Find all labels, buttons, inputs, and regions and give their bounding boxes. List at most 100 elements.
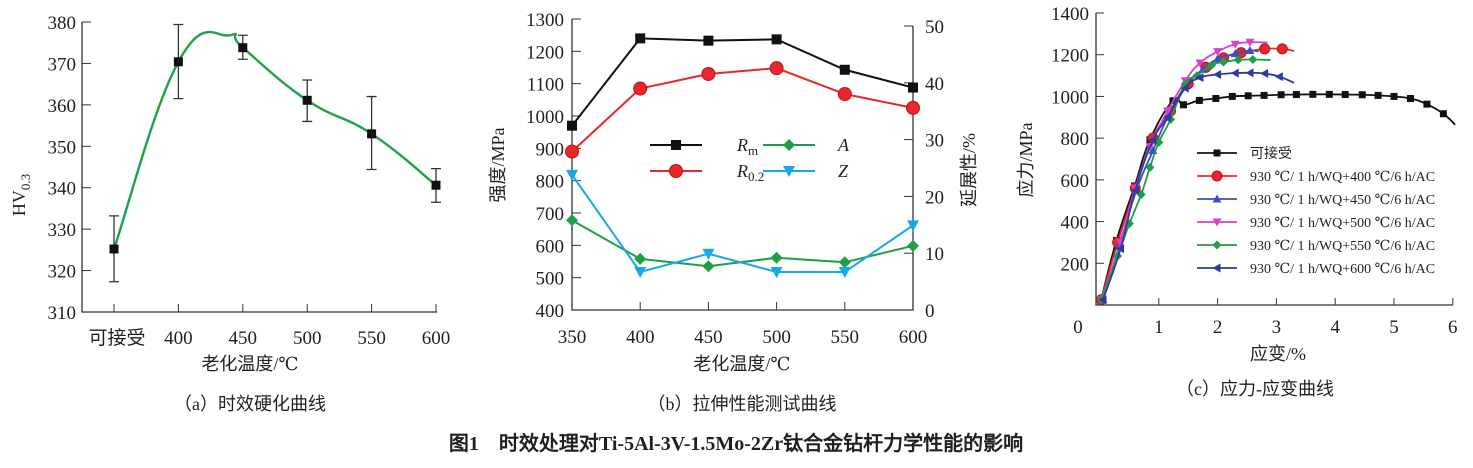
series-curve <box>1096 38 1268 305</box>
marker-square <box>1309 90 1317 98</box>
y-left-tick-label: 500 <box>536 269 565 290</box>
marker-triangle-down <box>1245 38 1255 47</box>
marker-diamond <box>838 256 851 269</box>
legend-item: Rm <box>650 135 758 158</box>
marker-circle <box>565 144 579 159</box>
caption-b: （b）拉伸性能测试曲线 <box>648 394 837 414</box>
y-left-tick-label: 1300 <box>526 10 564 31</box>
axes <box>571 19 914 311</box>
marker-triangle-down <box>770 266 783 278</box>
legend-item: Z <box>763 161 849 181</box>
x-axis-label: 老化温度/℃ <box>693 354 790 374</box>
marker-circle <box>669 164 683 178</box>
marker-square <box>431 180 441 190</box>
x-tick-label: 0 <box>1073 317 1083 338</box>
axes <box>81 22 437 313</box>
chart-a-hardness: 310 320 330 340 350 360 370 380 可接受 400 450 500 550 6… <box>9 13 450 374</box>
marker-triangle-down <box>566 169 578 181</box>
y-right-axis-label: 延展性/% <box>959 133 979 207</box>
marker-diamond <box>1233 55 1243 65</box>
figure-title: 图1 时效处理对Ti-5Al-3V-1.5Mo-2Zr钛合金钻杆力学性能的影响 <box>449 431 1023 455</box>
marker-diamond <box>770 251 783 264</box>
legend-item: R0.2 <box>650 161 764 184</box>
marker-triangle-left <box>1230 68 1239 78</box>
series-curve <box>1098 68 1295 305</box>
marker-diamond <box>783 139 795 151</box>
marker-diamond <box>702 260 715 273</box>
series-Rm <box>567 33 918 131</box>
marker-triangle-left <box>1098 295 1107 305</box>
x-tick-label: 600 <box>899 327 928 348</box>
y-tick-label: 320 <box>48 262 77 283</box>
marker-circle <box>701 66 716 81</box>
legend-label: 930 ℃/ 1 h/WQ+450 ℃/6 h/AC <box>1250 193 1435 208</box>
x-tick-label: 3 <box>1272 317 1282 338</box>
legend-item: 可接受 <box>1197 145 1292 162</box>
y-left-tick-label: 800 <box>536 172 565 193</box>
y-right-tick-label: 40 <box>925 74 944 95</box>
legend-label: 930 ℃/ 1 h/WQ+400 ℃/6 h/AC <box>1250 170 1435 185</box>
legend-item: 930 ℃/ 1 h/WQ+600 ℃/6 h/AC <box>1197 262 1435 277</box>
x-tick-label: 500 <box>293 328 322 349</box>
x-tick-label: 1 <box>1154 317 1164 338</box>
legend-label: 可接受 <box>1250 145 1292 162</box>
marker-diamond <box>1212 240 1222 250</box>
marker-triangle-up <box>1198 64 1208 73</box>
marker-square <box>173 57 183 67</box>
y-axis-label: HV0.3 <box>9 174 33 216</box>
x-tick-label: 600 <box>422 328 451 349</box>
marker-triangle-down <box>838 266 851 278</box>
y-left-tick-label: 1000 <box>526 107 564 128</box>
marker-circle <box>1211 170 1223 182</box>
marker-square <box>1195 96 1203 104</box>
marker-diamond <box>1218 57 1228 67</box>
marker-square <box>635 33 646 44</box>
marker-triangle-left <box>1260 68 1269 78</box>
series-line <box>571 174 914 274</box>
x-tick-label: 4 <box>1330 317 1340 338</box>
marker-triangle-left <box>1180 83 1189 93</box>
marker-square <box>1213 149 1221 157</box>
marker-circle <box>1276 43 1288 55</box>
x-axis-label: 老化温度/℃ <box>201 354 298 374</box>
y-right-tick-label: 10 <box>925 244 944 265</box>
marker-square <box>1423 100 1431 108</box>
marker-triangle-up <box>1212 194 1222 203</box>
caption-c: （c）应力-应变曲线 <box>1176 379 1334 399</box>
marker-square <box>671 140 681 150</box>
y-tick-label: 200 <box>1061 254 1090 275</box>
marker-square <box>302 95 312 105</box>
marker-triangle-down <box>1163 107 1173 116</box>
y-tick-label: 370 <box>48 54 77 75</box>
marker-square <box>703 35 714 46</box>
marker-triangle-left <box>1274 72 1283 82</box>
x-tick-label: 550 <box>831 327 860 348</box>
marker-circle <box>1259 43 1271 55</box>
axes <box>1095 13 1453 306</box>
x-tick-label: 500 <box>762 327 791 348</box>
marker-diamond <box>1136 189 1146 199</box>
marker-square <box>367 129 377 139</box>
marker-triangle-left <box>1163 112 1172 122</box>
marker-square <box>1277 91 1285 99</box>
marker-triangle-up <box>1245 46 1255 55</box>
x-tick-label: 400 <box>164 328 193 349</box>
marker-square <box>1325 90 1333 98</box>
legend-item: 930 ℃/ 1 h/WQ+450 ℃/6 h/AC <box>1197 193 1435 208</box>
legend-item: 930 ℃/ 1 h/WQ+550 ℃/6 h/AC <box>1197 239 1435 254</box>
y-tick-label: 800 <box>1061 129 1090 150</box>
legend-label: Z <box>838 161 849 181</box>
marker-circle <box>769 61 784 76</box>
marker-triangle-left <box>1116 244 1125 254</box>
marker-triangle-left <box>1245 68 1254 78</box>
marker-square <box>238 43 248 53</box>
series-R0.2 <box>565 61 920 159</box>
marker-circle <box>633 81 648 96</box>
marker-triangle-down <box>907 220 919 232</box>
marker-diamond <box>1154 137 1164 147</box>
caption-a: （a）时效硬化曲线 <box>174 394 326 414</box>
marker-square <box>1390 92 1398 100</box>
y-tick-label: 310 <box>48 303 77 324</box>
y-tick-label: 350 <box>48 137 77 158</box>
